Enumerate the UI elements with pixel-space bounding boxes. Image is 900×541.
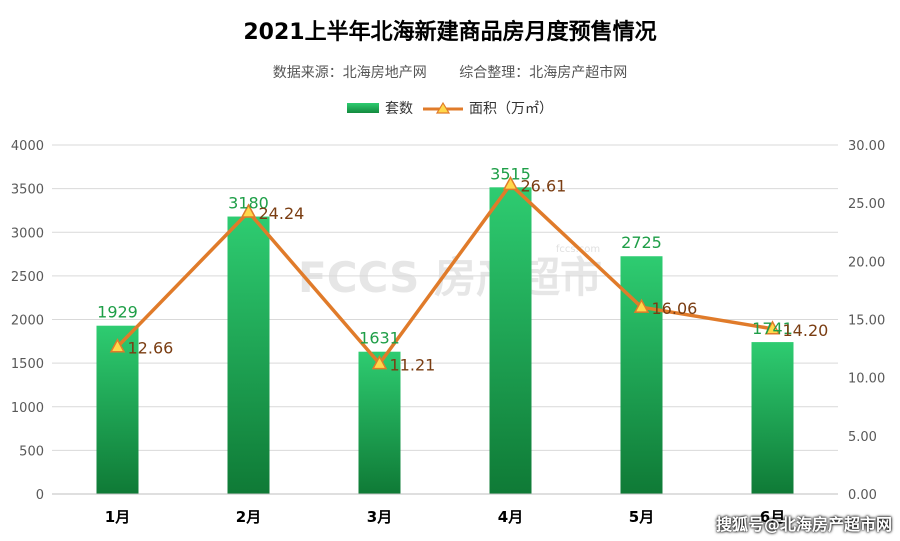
y-left-tick-label: 1500: [11, 357, 44, 372]
data-labels: 1929 3180 1631 3515 2725 1741 12.66 24.24 11.21 2…: [97, 164, 828, 374]
x-tick-label: 3月: [367, 508, 392, 526]
y-axis-right: 0.00 5.00 10.00 15.00 20.00 25.00 30.00: [848, 139, 885, 503]
line-value-label: 26.61: [521, 176, 567, 195]
y-left-tick-label: 500: [19, 444, 44, 459]
legend-bar-swatch: [347, 103, 379, 113]
x-tick-label: 1月: [105, 508, 130, 526]
x-tick-label: 4月: [498, 508, 523, 526]
bar: [358, 351, 401, 494]
y-left-tick-label: 2000: [11, 314, 44, 329]
x-tick-label: 5月: [629, 508, 654, 526]
bar: [96, 325, 139, 494]
bar-value-label: 3180: [228, 194, 269, 213]
watermark-logo-text: FCCS 房产超市: [298, 253, 602, 302]
x-tick-label: 6月: [760, 508, 785, 526]
y-right-tick-label: 30.00: [848, 139, 885, 154]
y-left-tick-label: 3000: [11, 226, 44, 241]
line-marker: [502, 175, 519, 191]
line-value-label: 11.21: [390, 356, 436, 375]
y-left-tick-label: 2500: [11, 270, 44, 285]
y-right-tick-label: 5.00: [848, 430, 877, 445]
legend-label-units: 套数: [385, 101, 413, 117]
line-marker: [633, 298, 650, 313]
x-axis: 1月 2月 3月 4月 5月 6月: [52, 493, 838, 526]
y-left-tick-label: 0: [36, 488, 44, 503]
chart-title: 2021上半年北海新建商品房月度预售情况: [243, 20, 657, 45]
y-right-tick-label: 0.00: [848, 488, 877, 503]
x-tick-label: 2月: [236, 508, 261, 526]
line-marker: [764, 320, 781, 335]
line-value-label: 14.20: [783, 321, 829, 340]
y-right-tick-label: 20.00: [848, 255, 885, 270]
bar-value-label: 2725: [621, 233, 662, 252]
bar-value-label: 1929: [97, 303, 138, 322]
footer-watermark: 搜狐号@北海房产超市网: [715, 515, 892, 534]
data-source-text: 数据来源：北海房地产网: [272, 65, 427, 81]
line-value-label: 16.06: [652, 299, 698, 318]
line-value-label: 12.66: [128, 339, 174, 358]
area-line: [116, 182, 773, 366]
y-left-tick-label: 3500: [11, 183, 44, 198]
legend-label-area: 面积（万㎡）: [469, 101, 553, 117]
y-right-tick-label: 15.00: [848, 314, 885, 329]
y-left-tick-label: 1000: [11, 401, 44, 416]
bar: [489, 187, 532, 494]
legend-line-swatch: [423, 101, 463, 114]
bar-value-label: 1631: [359, 329, 400, 348]
legend-item-units: 套数: [347, 98, 413, 118]
y-axis-left: 0 500 1000 1500 2000 2500 3000 3500 4000: [11, 139, 44, 503]
bar: [227, 216, 270, 495]
line-value-label: 24.24: [259, 204, 305, 223]
line-marker: [240, 203, 257, 218]
line-marker: [371, 355, 388, 370]
bar: [751, 342, 794, 494]
y-right-tick-label: 10.00: [848, 372, 885, 387]
bar-value-label: 3515: [490, 164, 531, 183]
line-marker: [109, 338, 126, 353]
y-left-tick-label: 4000: [11, 139, 44, 154]
chart-legend: 套数 面积（万㎡）: [0, 98, 900, 118]
bar-value-label: 1741: [752, 319, 793, 338]
bar-series-units: [96, 187, 794, 495]
line-series-area: [109, 175, 781, 370]
compiler-text: 综合整理：北海房产超市网: [459, 65, 628, 81]
y-right-tick-label: 25.00: [848, 197, 885, 212]
chart-subtitle: 数据来源：北海房地产网 综合整理：北海房产超市网: [0, 62, 900, 82]
legend-item-area: 面积（万㎡）: [423, 98, 553, 118]
